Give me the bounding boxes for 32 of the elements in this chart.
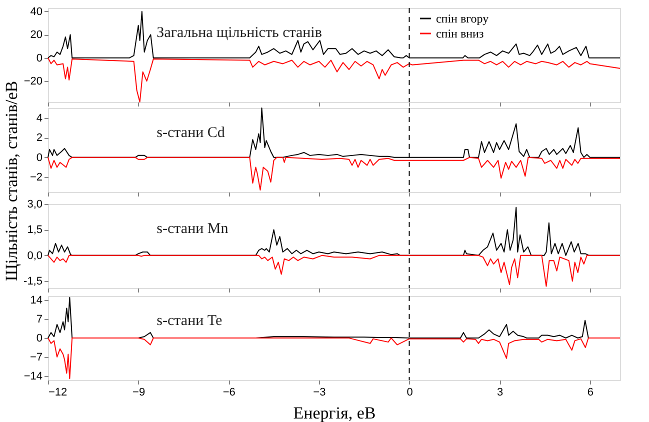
y-axis-title: Щільність станів, станів/еВ [2,80,21,282]
x-tick-label: −3 [313,386,326,398]
y-tick-label: 40 [30,6,42,18]
legend-label: спін вгору [436,12,489,26]
y-tick-label: −7 [30,351,42,364]
y-tick-label: 0 [36,152,42,164]
y-tick-label: 7 [36,314,42,326]
annotation: s-стани Cd [156,125,226,141]
x-tick-label: 3 [497,386,504,398]
y-tick-label: −14 [24,370,42,382]
y-tick-label: 3,0 [27,198,42,210]
y-tick-label: 1,5 [27,224,42,236]
y-tick-label: 20 [30,29,42,42]
y-tick-label: −20 [24,76,42,88]
y-tick-label: 2 [36,132,42,144]
y-tick-label: −2 [30,172,42,184]
y-tick-label: -1,5 [24,276,42,288]
y-tick-label: 0 [36,52,42,64]
x-axis-title: Енергія, еВ [293,404,376,422]
x-tick-label: −6 [222,386,236,398]
annotation: Загальна щільність станів [156,25,322,41]
x-tick-label: −12 [48,386,68,398]
x-tick-label: 0 [406,386,413,398]
x-tick-label: 6 [587,386,594,398]
annotation: s-стани Mn [156,221,229,237]
y-tick-label: 14 [30,294,42,307]
x-tick-label: −9 [132,386,146,398]
y-tick-label: 0 [36,332,42,344]
y-tick-label: 4 [36,112,42,124]
y-tick-label: 0,0 [27,250,42,262]
legend-label: спін вниз [436,26,484,40]
annotation: s-стани Te [156,313,222,329]
